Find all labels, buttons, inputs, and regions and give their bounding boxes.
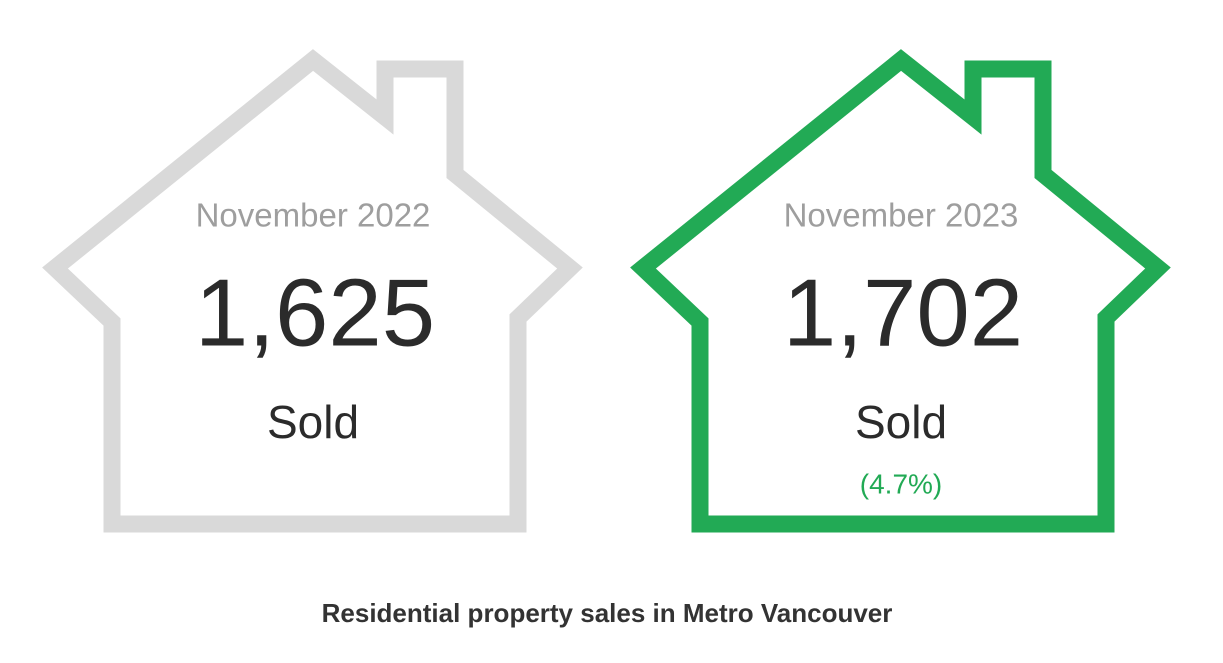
card-2023: November 2023 1,702 Sold (4.7%) <box>630 49 1171 533</box>
caption: Residential property sales in Metro Vanc… <box>322 598 893 628</box>
house-outline <box>630 49 1171 533</box>
period: November 2022 <box>196 197 431 234</box>
change: (4.7%) <box>860 468 942 499</box>
sold-label: Sold <box>267 396 359 448</box>
card-2022: November 2022 1,625 Sold <box>42 49 583 533</box>
house-outline <box>42 49 583 533</box>
sold-count: 1,702 <box>783 259 1023 366</box>
sold-count: 1,625 <box>195 259 435 366</box>
period: November 2023 <box>784 197 1019 234</box>
sold-label: Sold <box>855 396 947 448</box>
